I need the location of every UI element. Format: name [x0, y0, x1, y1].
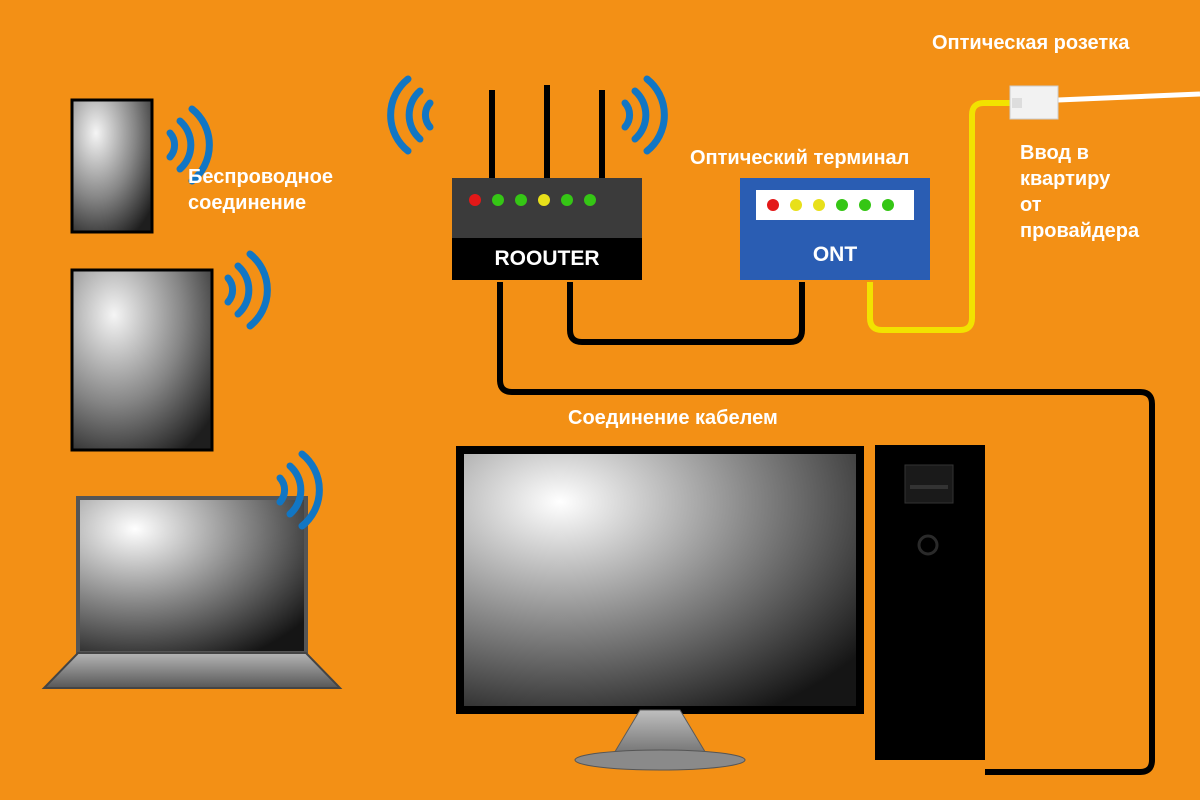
fiber-provider — [1058, 94, 1200, 100]
label-wireless: Беспроводное соединение — [188, 164, 333, 216]
phone — [72, 100, 152, 232]
label-optical-socket: Оптическая розетка — [932, 30, 1129, 56]
wifi-icon — [391, 79, 430, 151]
label-cable-conn: Соединение кабелем — [568, 405, 778, 431]
monitor — [460, 450, 860, 770]
wifi-icon — [228, 254, 267, 326]
label-optical-terminal: Оптический терминал — [690, 145, 909, 171]
router-label: ROOUTER — [482, 247, 612, 271]
label-provider-in: Ввод в квартиру от провайдера — [1020, 140, 1139, 244]
pc-tower — [875, 445, 985, 760]
ont-label: ONT — [790, 243, 880, 267]
cable-router-ont — [570, 282, 802, 342]
laptop — [44, 498, 340, 688]
tablet — [72, 270, 212, 450]
wifi-icon — [625, 79, 664, 151]
diagram-canvas — [0, 0, 1200, 800]
